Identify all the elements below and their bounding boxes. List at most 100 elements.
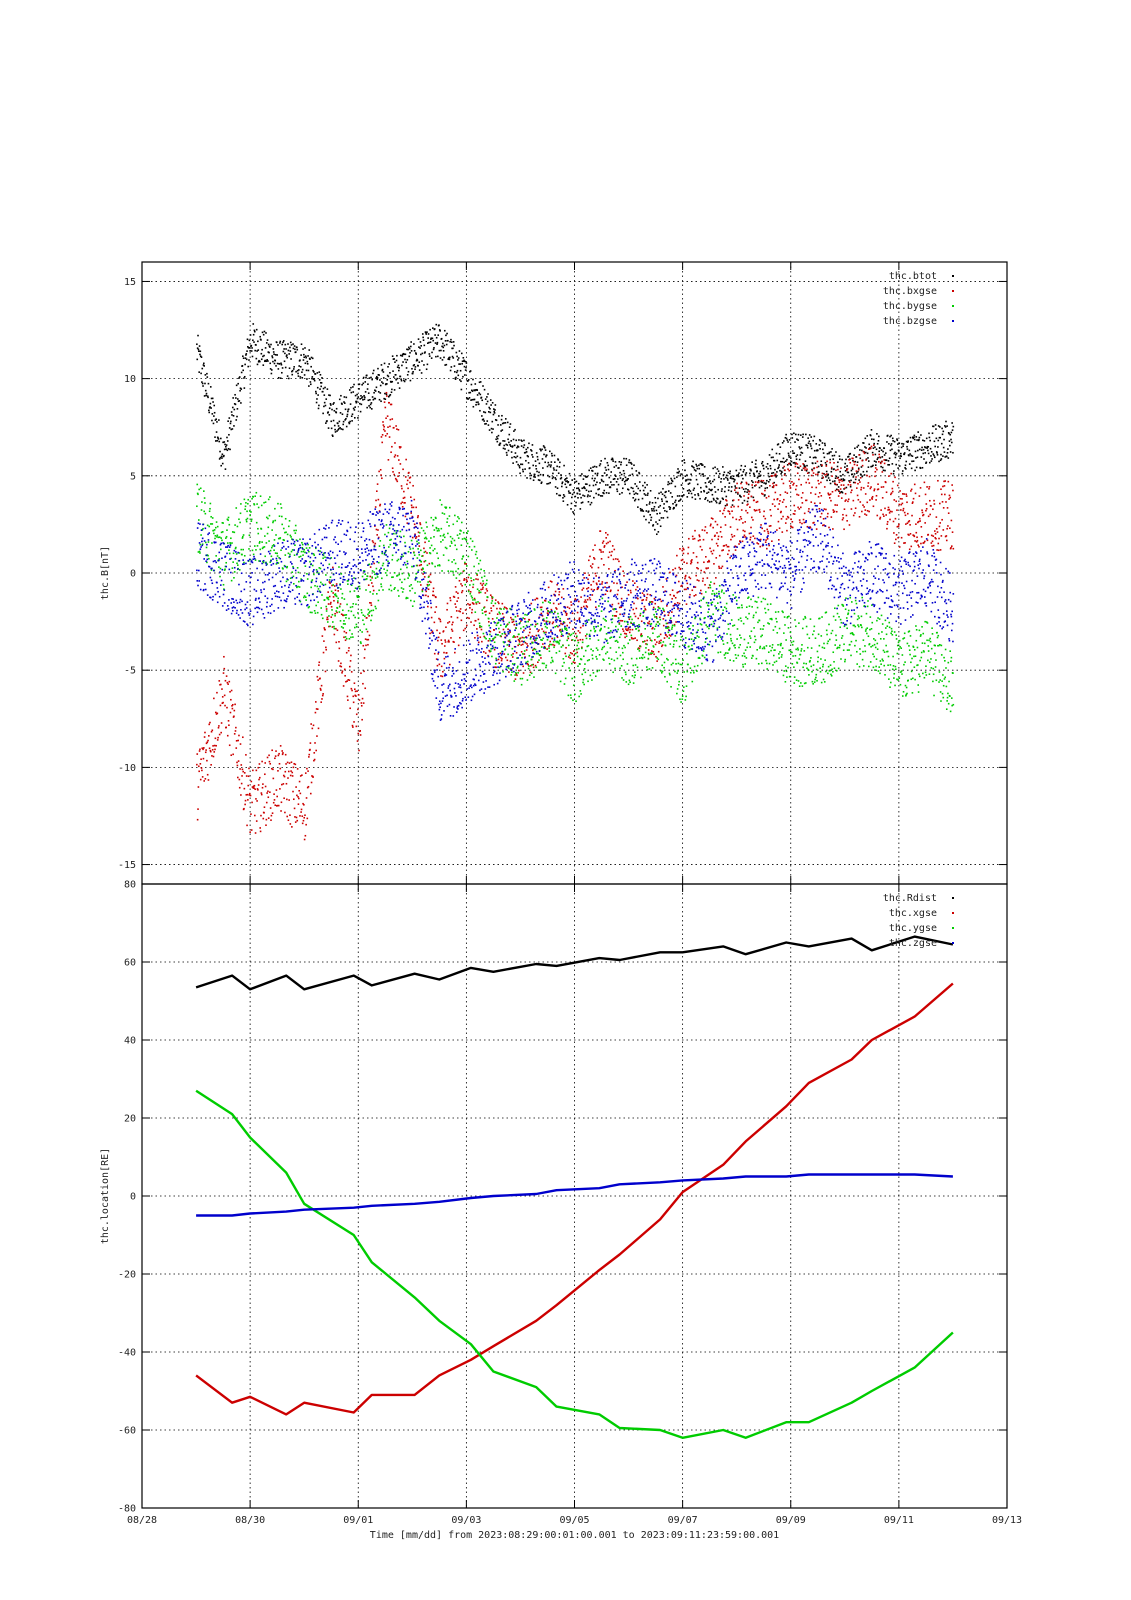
data-point <box>805 481 808 484</box>
data-point <box>659 616 661 619</box>
data-point <box>872 464 874 467</box>
data-point <box>916 456 919 459</box>
data-point <box>253 329 256 332</box>
data-point <box>574 495 577 498</box>
data-point <box>815 456 817 459</box>
data-point <box>822 452 825 454</box>
data-point <box>939 522 942 524</box>
data-point <box>694 469 697 472</box>
data-point <box>935 537 937 540</box>
data-point <box>488 624 490 627</box>
data-point <box>421 589 424 591</box>
data-point <box>692 538 694 540</box>
data-point <box>673 507 675 509</box>
data-point <box>484 423 486 425</box>
data-point <box>291 775 294 777</box>
data-point <box>742 477 744 480</box>
data-point <box>947 512 950 514</box>
data-point <box>272 521 274 524</box>
data-point <box>443 533 445 536</box>
data-point <box>461 590 464 592</box>
data-point <box>586 598 589 601</box>
data-point <box>562 497 564 499</box>
data-point <box>281 371 283 374</box>
data-point <box>461 538 464 540</box>
data-point <box>288 762 291 764</box>
data-point <box>374 573 376 576</box>
data-point <box>534 460 537 462</box>
data-point <box>587 578 589 581</box>
data-point <box>511 663 514 665</box>
data-point <box>905 440 908 443</box>
data-point <box>935 451 938 453</box>
data-point <box>231 707 234 710</box>
data-point <box>793 482 795 485</box>
data-point <box>278 762 281 765</box>
data-point <box>378 470 380 473</box>
data-point <box>244 803 246 806</box>
data-point <box>470 383 473 386</box>
data-point <box>544 600 547 602</box>
data-point <box>395 378 397 381</box>
data-point <box>653 505 656 508</box>
data-point <box>917 449 919 452</box>
data-point <box>339 665 341 667</box>
data-point <box>439 357 442 359</box>
data-point <box>565 627 568 630</box>
data-point <box>509 444 511 446</box>
data-point <box>263 811 265 814</box>
data-point <box>744 490 746 493</box>
data-point <box>743 534 746 537</box>
data-point <box>878 456 881 458</box>
data-point <box>835 451 837 453</box>
data-point <box>505 451 508 454</box>
data-point <box>516 665 519 668</box>
data-point <box>458 610 460 612</box>
data-point <box>925 437 928 440</box>
data-point <box>632 580 634 582</box>
data-point <box>227 519 229 521</box>
data-point <box>776 498 779 500</box>
data-point <box>522 617 524 619</box>
data-point <box>389 425 391 428</box>
data-point <box>849 461 852 464</box>
data-point <box>904 467 906 469</box>
data-point <box>289 823 292 825</box>
data-point <box>243 498 246 501</box>
data-point <box>207 396 209 399</box>
data-point <box>586 645 589 648</box>
data-point <box>658 642 660 645</box>
data-point <box>803 521 806 524</box>
data-point <box>394 587 396 589</box>
data-point <box>327 411 329 413</box>
data-point <box>319 550 321 553</box>
data-point <box>542 445 545 447</box>
data-point <box>284 517 287 520</box>
data-point <box>276 552 278 555</box>
data-point <box>752 519 754 521</box>
data-point <box>436 341 439 344</box>
data-point <box>209 502 212 505</box>
data-point <box>681 558 684 561</box>
data-point <box>315 708 318 710</box>
data-point <box>375 528 378 531</box>
data-point <box>702 475 705 477</box>
data-point <box>257 532 260 535</box>
data-point <box>276 354 278 356</box>
data-point <box>325 610 328 612</box>
data-point <box>442 630 445 632</box>
data-point <box>275 563 278 565</box>
data-point <box>840 475 842 477</box>
data-point <box>550 643 553 646</box>
data-point <box>567 694 570 697</box>
data-point <box>398 459 400 461</box>
data-point <box>372 398 375 401</box>
data-point <box>781 471 783 474</box>
data-point <box>275 559 278 562</box>
data-point <box>343 598 346 600</box>
data-point <box>642 510 645 512</box>
data-point <box>779 494 782 496</box>
data-point <box>636 474 638 477</box>
data-point <box>755 459 757 462</box>
data-point <box>364 687 367 690</box>
